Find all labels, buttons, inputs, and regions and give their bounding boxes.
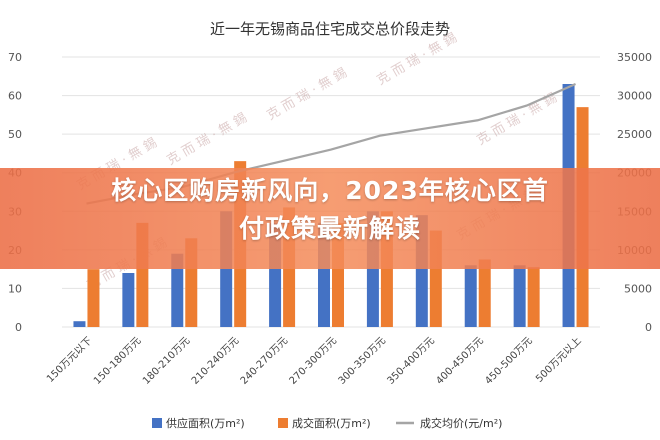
y-left-tick: 50 bbox=[8, 128, 22, 141]
supply-bar bbox=[73, 321, 86, 327]
y-right-tick: 25000 bbox=[617, 128, 652, 141]
x-tick-label: 350-400万元 bbox=[385, 335, 436, 386]
banner-line-2: 付政策最新解读 bbox=[238, 214, 421, 243]
supply-bar bbox=[464, 265, 477, 327]
chart-title: 近一年无锡商品住宅成交总价段走势 bbox=[210, 20, 450, 38]
banner-title: 核心区购房新风向，2023年核心区首 付政策最新解读 bbox=[0, 172, 660, 248]
y-right-tick: 0 bbox=[645, 321, 652, 334]
y-left-tick: 10 bbox=[8, 282, 22, 295]
y-left-tick: 0 bbox=[15, 321, 22, 334]
y-right-tick: 35000 bbox=[617, 51, 652, 64]
x-tick-label: 500万元以上 bbox=[533, 335, 583, 385]
y-right-tick: 30000 bbox=[617, 90, 652, 103]
supply-bar bbox=[122, 273, 135, 327]
supply-bar bbox=[171, 253, 184, 327]
x-tick-label: 180-210万元 bbox=[141, 335, 192, 386]
x-tick-label: 300-350万元 bbox=[337, 335, 388, 386]
legend-label: 成交均价(元/m²) bbox=[420, 416, 502, 430]
y-right-tick: 5000 bbox=[624, 282, 652, 295]
legend-label: 成交面积(万m²) bbox=[292, 416, 371, 430]
legend: 供应面积(万m²) 成交面积(万m²) 成交均价(元/m²) bbox=[152, 416, 502, 430]
x-tick-label: 150万元以下 bbox=[45, 335, 95, 385]
deal-bar bbox=[87, 269, 100, 327]
y-left-tick: 70 bbox=[8, 51, 22, 64]
legend-swatch bbox=[278, 418, 288, 428]
watermark-text: 克 而 瑞 · 無 錫 bbox=[475, 91, 560, 149]
x-tick-label: 400-450万元 bbox=[434, 335, 485, 386]
x-tick-label: 450-500万元 bbox=[483, 335, 534, 386]
deal-bar bbox=[527, 267, 540, 327]
x-tick-label: 240-270万元 bbox=[239, 335, 290, 386]
x-axis: 150万元以下150-180万元180-210万元210-240万元240-27… bbox=[45, 335, 584, 387]
watermark-text: 克 而 瑞 · 無 錫 bbox=[265, 66, 350, 124]
banner-line-1: 核心区购房新风向，2023年核心区首 bbox=[111, 176, 549, 205]
x-tick-label: 150-180万元 bbox=[92, 335, 143, 386]
deal-bar bbox=[478, 259, 491, 327]
x-tick-label: 210-240万元 bbox=[190, 335, 241, 386]
legend-swatch bbox=[152, 418, 162, 428]
legend-label: 供应面积(万m²) bbox=[166, 416, 245, 430]
y-left-tick: 60 bbox=[8, 90, 22, 103]
x-tick-label: 270-300万元 bbox=[288, 335, 339, 386]
promo-banner bbox=[0, 168, 660, 269]
supply-bar bbox=[513, 265, 526, 327]
watermark-text: 克 而 瑞 · 無 錫 bbox=[375, 31, 460, 89]
watermark-text: 克 而 瑞 · 無 錫 bbox=[165, 111, 250, 169]
